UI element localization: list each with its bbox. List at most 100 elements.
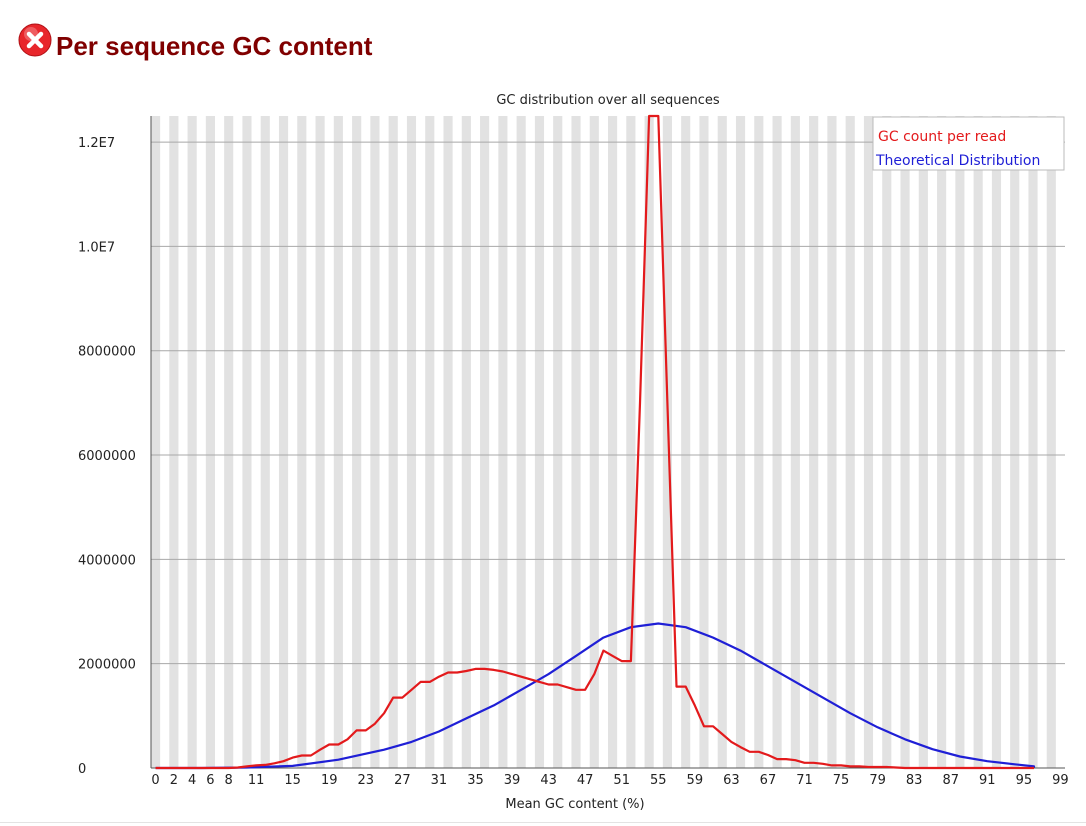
grid-stripe: [662, 116, 672, 768]
x-tick-label: 51: [613, 773, 630, 788]
grid-stripe: [717, 116, 727, 768]
x-tick-label: 55: [650, 773, 667, 788]
grid-stripe: [699, 116, 709, 768]
grid-stripe: [534, 116, 545, 768]
grid-stripe: [352, 116, 362, 768]
grid-stripe: [1010, 116, 1020, 768]
x-tick-label: 87: [942, 773, 959, 788]
x-tick-label: 75: [833, 773, 850, 788]
x-tick-label: 19: [321, 773, 338, 788]
grid-stripe: [918, 116, 928, 768]
grid-stripe: [297, 116, 307, 768]
x-tick-label: 0: [151, 773, 159, 788]
x-tick-label: 2: [170, 773, 178, 788]
x-tick-label: 35: [467, 773, 484, 788]
y-tick-label: 1.2E7: [78, 136, 115, 151]
y-tick-label: 2000000: [78, 658, 136, 673]
x-tick-label: 63: [723, 773, 740, 788]
grid-stripe: [370, 116, 380, 768]
grid-stripe: [608, 116, 618, 768]
grid-stripe: [187, 116, 197, 768]
grid-stripe: [845, 116, 855, 768]
grid-stripe: [315, 116, 325, 768]
x-tick-label: 43: [540, 773, 557, 788]
legend: GC count per read Theoretical Distributi…: [872, 116, 1065, 171]
grid-stripe: [900, 116, 910, 768]
series-lines: [155, 114, 1036, 770]
grid-stripe: [772, 116, 782, 768]
x-tick-label: 39: [504, 773, 521, 788]
grid-stripe: [333, 116, 343, 768]
y-tick-label: 8000000: [78, 345, 136, 360]
chart-title: GC distribution over all sequences: [496, 93, 720, 108]
grid-stripe: [443, 116, 453, 768]
y-tick-labels: 0 2000000 4000000 6000000 8000000 1.0E7 1.2E7: [78, 136, 136, 777]
x-tick-label: 23: [358, 773, 375, 788]
grid-stripe: [589, 116, 599, 768]
grid-stripe: [1028, 116, 1038, 768]
x-tick-label: 67: [760, 773, 777, 788]
grid-stripe: [205, 116, 215, 768]
legend-item-theoretical: Theoretical Distribution: [875, 153, 1040, 169]
page-title: Per sequence GC content: [56, 30, 373, 61]
grid-stripe: [626, 116, 636, 768]
grid-stripe: [863, 116, 874, 768]
y-tick-label: 4000000: [78, 553, 136, 568]
legend-item-gc-count: GC count per read: [878, 129, 1006, 145]
grid-stripe: [406, 116, 417, 768]
grid-stripe: [882, 116, 892, 768]
grid-stripe: [553, 116, 563, 768]
grid-stripe: [224, 116, 234, 768]
grid-stripe: [169, 116, 179, 768]
y-tick-label: 1.0E7: [78, 240, 115, 255]
grid-stripe: [937, 116, 947, 768]
grid-stripe: [809, 116, 819, 768]
grid-stripe: [260, 116, 270, 768]
grid-stripe: [991, 116, 1002, 768]
grid-stripe: [1046, 116, 1056, 768]
x-tick-label: 99: [1052, 773, 1069, 788]
y-tick-label: 6000000: [78, 449, 136, 464]
x-tick-label: 79: [869, 773, 886, 788]
x-axis-title: Mean GC content (%): [505, 797, 644, 812]
grid-stripe: [973, 116, 983, 768]
x-tick-labels: 0 2 4 6 8 11 15 19 23 27 31 35 39 43 47 51 55 59 63 67 71 75 7…: [151, 773, 1068, 788]
x-tick-label: 4: [188, 773, 196, 788]
x-tick-label: 8: [225, 773, 233, 788]
grid-stripe: [644, 116, 654, 768]
x-tick-label: 83: [906, 773, 923, 788]
x-tick-label: 27: [394, 773, 411, 788]
grid-stripe: [735, 116, 746, 768]
grid-stripe: [681, 116, 691, 768]
x-tick-label: 91: [979, 773, 996, 788]
x-tick-label: 47: [577, 773, 594, 788]
error-x-icon: [18, 23, 52, 57]
grid-stripe: [827, 116, 837, 768]
x-tick-label: 6: [206, 773, 214, 788]
grid-stripe: [480, 116, 490, 768]
x-tick-label: 71: [796, 773, 813, 788]
series-line-gc-count: [155, 114, 1035, 770]
grid-stripe: [388, 116, 398, 768]
grid-stripe: [516, 116, 526, 768]
grid-stripe: [461, 116, 471, 768]
bottom-divider: [0, 822, 1086, 823]
grid-stripe: [425, 116, 435, 768]
x-tick-label: 31: [431, 773, 448, 788]
grid-stripe: [790, 116, 800, 768]
grid-stripe: [242, 116, 252, 768]
y-tick-label: 0: [78, 762, 86, 777]
x-tick-label: 11: [248, 773, 265, 788]
legend-box: [872, 116, 1065, 171]
x-tick-label: 95: [1016, 773, 1033, 788]
grid-stripes: [151, 116, 1056, 768]
grid-stripe: [571, 116, 581, 768]
series-line-theoretical: [155, 622, 1036, 770]
grid-stripe: [754, 116, 764, 768]
x-tick-label: 15: [284, 773, 301, 788]
grid-stripe: [498, 116, 508, 768]
grid-stripe: [955, 116, 965, 768]
grid-stripe: [151, 116, 161, 768]
grid-stripe: [278, 116, 289, 768]
